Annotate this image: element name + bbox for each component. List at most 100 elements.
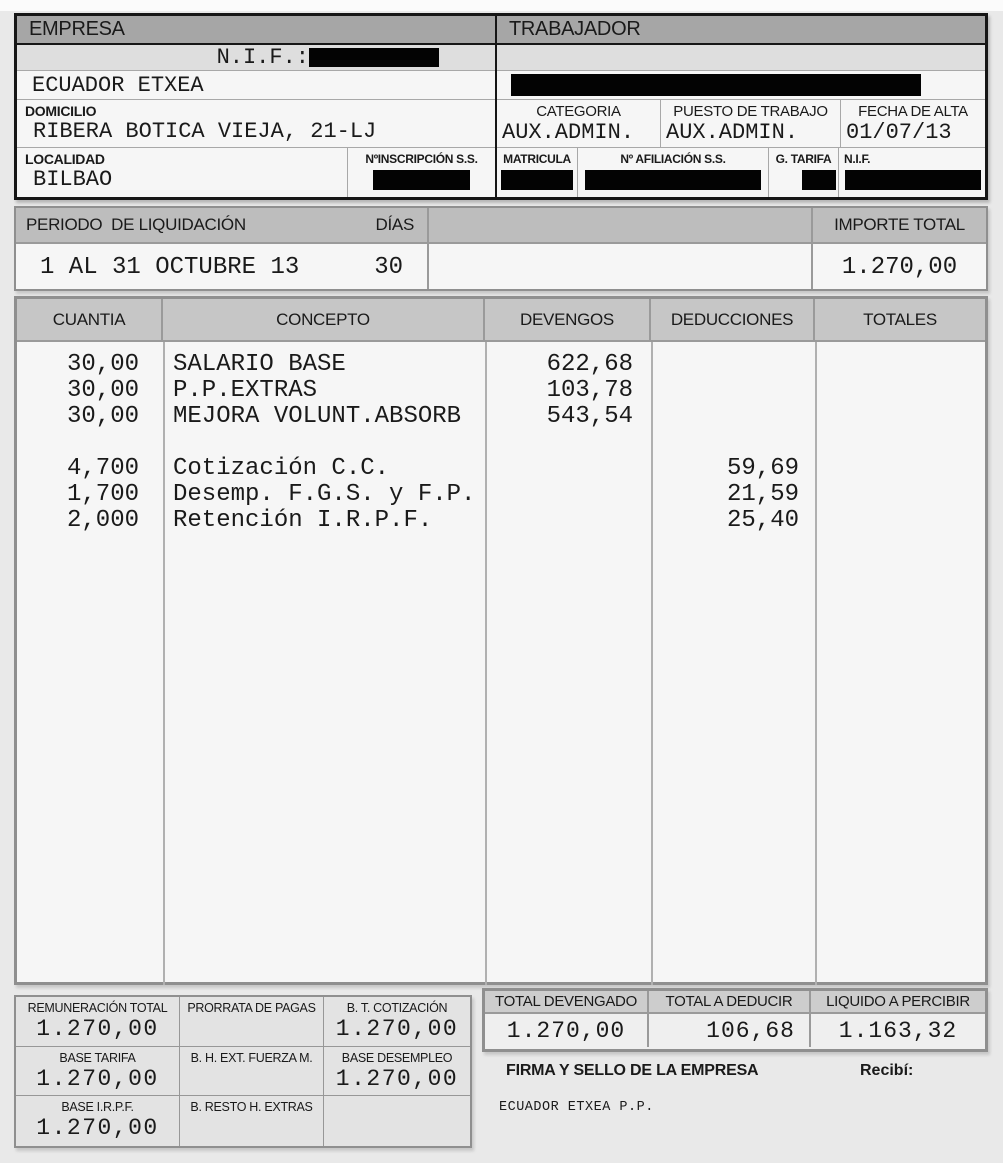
- cell-concepto: Desemp. F.G.S. y F.P.: [173, 480, 476, 508]
- totales-header-row: TOTAL DEVENGADO TOTAL A DEDUCIR LIQUIDO …: [485, 991, 985, 1014]
- trabajador-nif-label: N.I.F.: [844, 152, 871, 166]
- recibi-label: Recibí:: [860, 1062, 914, 1079]
- empresa-nombre: ECUADOR ETXEA: [17, 71, 495, 100]
- afiliacion-ss-cell: Nº AFILIACIÓN S.S.: [578, 148, 769, 197]
- base-label: B. H. EXT. FUERZA M.: [190, 1050, 313, 1065]
- tabla-row: 30,00 P.P.EXTRAS 103,78: [17, 376, 985, 404]
- redacted-inscripcion-ss: [373, 170, 470, 190]
- base-value: 1.270,00: [36, 1065, 159, 1092]
- base-cell-base-desempleo: BASE DESEMPLEO 1.270,00: [324, 1047, 470, 1097]
- redacted-empresa-nif: [309, 48, 439, 67]
- tabla-header-devengos: DEVENGOS: [485, 299, 651, 340]
- empresa-header: EMPRESA: [17, 16, 495, 45]
- base-cell-prorrata: PRORRATA DE PAGAS: [180, 997, 324, 1047]
- trabajador-nif-cell: N.I.F.: [839, 148, 985, 197]
- base-label: B. T. COTIZACIÓN: [346, 1001, 448, 1015]
- tabla-header-row: CUANTIA CONCEPTO DEVENGOS DEDUCCIONES TO…: [17, 299, 985, 342]
- cell-concepto: Cotización C.C.: [173, 454, 390, 482]
- tabla-divider-4: [815, 342, 817, 985]
- section-periodo: PERIODO DE LIQUIDACIÓN DÍAS IMPORTE TOTA…: [14, 206, 988, 291]
- base-label: BASE I.R.P.F.: [61, 1100, 134, 1115]
- importe-total-value: 1.270,00: [841, 254, 958, 281]
- puesto-label: PUESTO DE TRABAJO: [673, 103, 828, 120]
- base-cell-remuneracion-total: REMUNERACIÓN TOTAL 1.270,00: [16, 997, 180, 1047]
- cell-devengo: 543,54: [546, 402, 633, 430]
- trabajador-nombre-row: [497, 71, 985, 100]
- tabla-row: 4,700 Cotización C.C. 59,69: [17, 454, 985, 482]
- inscripcion-ss-label: NºINSCRIPCIÓN S.S.: [365, 152, 478, 166]
- firma-empresa-stamp: ECUADOR ETXEA P.P.: [499, 1100, 654, 1115]
- g-tarifa-cell: G. TARIFA: [769, 148, 839, 197]
- periodo-label: PERIODO DE LIQUIDACIÓN: [26, 215, 246, 234]
- base-value: 1.270,00: [335, 1016, 459, 1042]
- cell-deduccion: 21,59: [726, 480, 799, 508]
- inscripcion-ss-cell: NºINSCRIPCIÓN S.S.: [348, 148, 495, 197]
- puesto-value: AUX.ADMIN.: [666, 120, 799, 145]
- tabla-divider-3: [651, 342, 653, 985]
- cell-deduccion: 59,69: [726, 454, 799, 482]
- cell-concepto: Retención I.R.P.F.: [173, 506, 433, 534]
- domicilio-label: DOMICILIO: [25, 103, 97, 119]
- base-cell-b-resto: B. RESTO H. EXTRAS: [180, 1096, 324, 1146]
- tabla-header-concepto: CONCEPTO: [163, 299, 485, 340]
- base-cell-base-tarifa: BASE TARIFA 1.270,00: [16, 1046, 180, 1097]
- tabla-row: 1,700 Desemp. F.G.S. y F.P. 21,59: [17, 480, 985, 508]
- base-label: BASE DESEMPLEO: [341, 1050, 453, 1065]
- section-totales: TOTAL DEVENGADO TOTAL A DEDUCIR LIQUIDO …: [482, 988, 988, 1052]
- empresa-panel: EMPRESA N.I.F.: ECUADOR ETXEA DOMICILIO …: [17, 16, 497, 197]
- trabajador-header: TRABAJADOR: [497, 16, 985, 45]
- total-deducir-value: 106,68: [649, 1014, 811, 1047]
- base-cell-bt-cotizacion: B. T. COTIZACIÓN 1.270,00: [324, 997, 470, 1047]
- totales-values-row: 1.270,00 106,68 1.163,32: [485, 1014, 985, 1047]
- periodo-divider-right: [811, 208, 813, 289]
- fecha-alta-label: FECHA DE ALTA: [858, 103, 968, 120]
- periodo-header-left: PERIODO DE LIQUIDACIÓN DÍAS: [16, 215, 427, 235]
- tabla-row: 30,00 MEJORA VOLUNT.ABSORB 543,54: [17, 402, 985, 430]
- matricula-cell: MATRICULA: [497, 148, 578, 197]
- section-tabla-nomina: CUANTIA CONCEPTO DEVENGOS DEDUCCIONES TO…: [14, 296, 988, 985]
- importe-total-label: IMPORTE TOTAL: [834, 215, 965, 234]
- tabla-body: 30,00 SALARIO BASE 622,68 30,00 P.P.EXTR…: [17, 342, 985, 985]
- fecha-alta-cell: FECHA DE ALTA 01/07/13: [841, 100, 985, 147]
- periodo-values: 1 AL 31 OCTUBRE 13 30: [16, 246, 427, 281]
- redacted-trabajador-nif: [845, 170, 981, 190]
- redacted-matricula: [501, 170, 573, 190]
- empresa-nif-row: N.I.F.:: [17, 45, 495, 71]
- liquido-percibir-value: 1.163,32: [838, 1017, 958, 1044]
- puesto-cell: PUESTO DE TRABAJO AUX.ADMIN.: [661, 100, 841, 147]
- cell-cuantia: 1,700: [66, 480, 139, 508]
- cell-cuantia: 2,000: [66, 506, 139, 534]
- localidad-cell: LOCALIDAD BILBAO: [17, 148, 348, 197]
- localidad-label: LOCALIDAD: [25, 151, 105, 167]
- trabajador-panel: TRABAJADOR CATEGORIA AUX.ADMIN. PUESTO D…: [497, 16, 985, 197]
- redacted-afiliacion-ss: [585, 170, 761, 190]
- periodo-dias-value: 30: [374, 254, 403, 281]
- categoria-value: AUX.ADMIN.: [502, 120, 635, 145]
- empresa-localidad-row: LOCALIDAD BILBAO NºINSCRIPCIÓN S.S.: [17, 148, 495, 197]
- periodo-divider-left: [427, 208, 429, 289]
- cell-cuantia: 30,00: [66, 350, 139, 378]
- base-value: 1.270,00: [335, 1065, 459, 1092]
- tabla-header-deducciones: DEDUCCIONES: [651, 299, 815, 340]
- base-cell-base-irpf: BASE I.R.P.F. 1.270,00: [16, 1096, 180, 1146]
- cell-cuantia: 30,00: [66, 402, 139, 430]
- base-value: 1.270,00: [36, 1016, 159, 1042]
- cell-devengo: 622,68: [546, 350, 633, 378]
- periodo-header-band: PERIODO DE LIQUIDACIÓN DÍAS IMPORTE TOTA…: [16, 208, 986, 244]
- section-bases: REMUNERACIÓN TOTAL 1.270,00 PRORRATA DE …: [14, 995, 472, 1148]
- empresa-nif-label: N.I.F.:: [216, 44, 309, 70]
- categoria-cell: CATEGORIA AUX.ADMIN.: [497, 100, 661, 147]
- trabajador-categoria-row: CATEGORIA AUX.ADMIN. PUESTO DE TRABAJO A…: [497, 100, 985, 148]
- base-label: PRORRATA DE PAGAS: [187, 1001, 316, 1015]
- cell-concepto: P.P.EXTRAS: [173, 376, 318, 404]
- trabajador-shaded-row: [497, 45, 985, 71]
- cell-devengo: 103,78: [546, 376, 633, 404]
- tabla-row: 30,00 SALARIO BASE 622,68: [17, 350, 985, 378]
- firma-sello-label: FIRMA Y SELLO DE LA EMPRESA: [506, 1062, 759, 1079]
- localidad-value: BILBAO: [33, 167, 113, 192]
- liquido-percibir-label: LIQUIDO A PERCIBIR: [826, 993, 970, 1010]
- categoria-label: CATEGORIA: [536, 103, 621, 120]
- domicilio-value: RIBERA BOTICA VIEJA, 21-LJ: [33, 119, 377, 144]
- dias-label: DÍAS: [375, 215, 415, 234]
